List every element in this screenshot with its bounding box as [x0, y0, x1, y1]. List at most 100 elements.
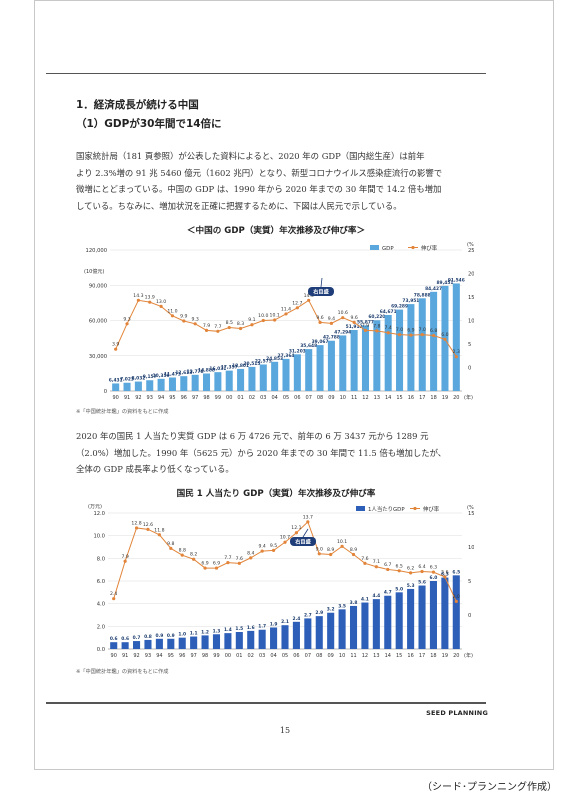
- x-tick-label: 10: [340, 395, 346, 401]
- growth-point: [375, 329, 379, 333]
- bar-value-label: 14,888: [198, 368, 215, 374]
- growth-point: [363, 561, 367, 565]
- growth-point: [294, 531, 299, 535]
- x-tick-label: 20: [453, 395, 459, 401]
- bar: [316, 345, 324, 391]
- paragraph-2-line: （2.0%）増加した。1990 年（5625 元）から 2020 年までの 30…: [76, 447, 447, 458]
- x-tick-label: 99: [215, 395, 221, 401]
- growth-value-label: 9.9: [180, 313, 187, 319]
- x-tick-label: 05: [283, 395, 289, 401]
- bar: [180, 376, 188, 391]
- growth-point: [295, 306, 299, 310]
- growth-value-label: 13.9: [145, 295, 155, 301]
- legend-bar-label: GDP: [382, 246, 394, 252]
- x-tick-label: 15: [396, 653, 402, 659]
- y-left-tick-label: 12.0: [93, 511, 105, 517]
- growth-value-label: 7.9: [121, 554, 128, 560]
- growth-point: [170, 314, 175, 318]
- header-rule: [46, 73, 486, 74]
- y-left-tick-label: 8.0: [97, 556, 105, 562]
- bar: [155, 638, 163, 649]
- bar-value-label: 10,359: [153, 373, 170, 379]
- footer-rule: [46, 702, 486, 704]
- bar-value-label: 91,546: [448, 277, 465, 283]
- bar: [237, 368, 245, 391]
- growth-point: [409, 571, 413, 575]
- bar: [167, 638, 175, 649]
- x-tick-label: 11: [351, 395, 357, 401]
- y-right-tick-label: 0: [468, 366, 471, 372]
- y-left-tick-label: 0.0: [97, 647, 105, 653]
- growth-value-label: 2.3: [453, 349, 460, 355]
- growth-value-label: 14.3: [133, 293, 143, 299]
- bar-value-label: 1.9: [270, 621, 278, 627]
- bar: [372, 599, 380, 649]
- x-tick-label: 14: [385, 395, 391, 401]
- x-tick-label: 13: [373, 653, 379, 659]
- x-tick-label: 95: [168, 653, 174, 659]
- growth-point: [123, 559, 127, 563]
- bar-value-label: 1.6: [247, 625, 255, 631]
- growth-point: [250, 323, 254, 327]
- bar: [110, 642, 118, 649]
- bar: [121, 642, 129, 649]
- x-tick-label: 16: [408, 395, 414, 401]
- growth-value-label: 10.6: [338, 310, 348, 316]
- bar-value-label: 2.7: [304, 612, 312, 618]
- chart-2-title: 国民 1 人当たり GDP（実質）年次推移及び伸び率: [176, 489, 376, 499]
- bar: [361, 602, 369, 649]
- growth-point: [283, 540, 287, 544]
- growth-value-label: 10.1: [337, 539, 347, 545]
- growth-point: [420, 333, 424, 337]
- bar-value-label: 0.6: [110, 636, 118, 642]
- y-right-tick-label: 10: [468, 319, 474, 325]
- x-tick-label: 93: [147, 395, 153, 401]
- bar: [339, 335, 347, 391]
- growth-point: [146, 527, 150, 531]
- bar: [350, 330, 358, 391]
- callout-label: 右目盛: [313, 288, 329, 296]
- x-tick-label: 19: [442, 395, 448, 401]
- bar: [201, 635, 209, 649]
- y-right-unit: (%): [467, 505, 474, 511]
- growth-value-label: 14.3: [304, 293, 314, 299]
- growth-point: [226, 561, 230, 565]
- y-right-tick-label: 5: [468, 579, 471, 585]
- growth-value-label: 6.9: [213, 561, 220, 567]
- bar-value-label: 1.4: [224, 627, 232, 633]
- x-tick-label: 07: [306, 395, 312, 401]
- growth-point: [307, 298, 311, 302]
- bar-value-label: 84,427: [425, 286, 442, 292]
- growth-value-label: 9.3: [192, 316, 199, 322]
- growth-value-label: 6.0: [441, 332, 448, 338]
- growth-point: [420, 569, 424, 574]
- bar-value-label: 3.8: [350, 600, 358, 606]
- growth-point: [182, 319, 186, 323]
- bar: [144, 639, 152, 649]
- y-left-unit: (10億元): [84, 268, 104, 275]
- paragraph-1-line: 微増にとどまっている。中国の GDP は、1990 年から 2020 年までの …: [76, 184, 442, 195]
- growth-point: [204, 328, 209, 332]
- bar-value-label: 27,364: [278, 353, 295, 359]
- bar: [418, 298, 426, 391]
- section-heading: 1．経済成長が続ける中国: [76, 99, 199, 111]
- bar-value-label: 5.6: [418, 580, 426, 586]
- growth-point: [193, 322, 197, 326]
- legend-bar-label: 1人当たりGDP: [368, 505, 405, 513]
- bar: [441, 577, 449, 649]
- x-axis-unit: (年): [464, 652, 473, 659]
- bar: [407, 588, 415, 649]
- bar: [112, 383, 120, 391]
- bar-value-label: 0.6: [121, 636, 129, 642]
- bar: [202, 373, 211, 391]
- growth-point: [192, 557, 196, 561]
- y-left-tick-label: 120,000: [86, 248, 107, 254]
- bar: [133, 641, 141, 649]
- paragraph-1: 国家統計局（181 頁参照）が公表した資料によると、2020 年の GDP（国内…: [76, 148, 476, 215]
- bar-value-label: 35,648: [300, 343, 317, 349]
- x-tick-label: 96: [179, 653, 185, 659]
- legend-line-marker: [411, 245, 415, 250]
- x-tick-label: 18: [430, 653, 436, 659]
- bar-value-label: 6,431: [109, 377, 123, 383]
- x-tick-label: 06: [294, 395, 300, 401]
